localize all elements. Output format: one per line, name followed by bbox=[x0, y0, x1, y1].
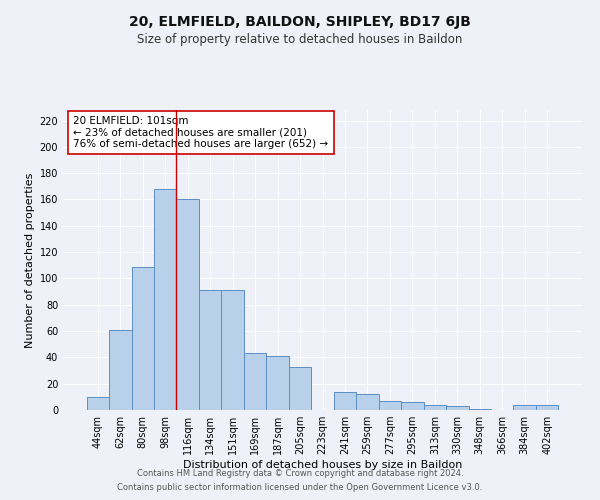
Bar bbox=[536, 404, 559, 410]
Bar bbox=[446, 406, 469, 410]
Bar bbox=[424, 404, 446, 410]
Text: Contains public sector information licensed under the Open Government Licence v3: Contains public sector information licen… bbox=[118, 484, 482, 492]
Bar bbox=[379, 401, 401, 410]
Bar bbox=[154, 189, 176, 410]
Y-axis label: Number of detached properties: Number of detached properties bbox=[25, 172, 35, 348]
Bar bbox=[86, 397, 109, 410]
Bar bbox=[514, 404, 536, 410]
Bar bbox=[131, 266, 154, 410]
Bar bbox=[221, 290, 244, 410]
Bar bbox=[244, 354, 266, 410]
Bar bbox=[334, 392, 356, 410]
Bar bbox=[356, 394, 379, 410]
Text: Contains HM Land Registry data © Crown copyright and database right 2024.: Contains HM Land Registry data © Crown c… bbox=[137, 468, 463, 477]
Text: 20 ELMFIELD: 101sqm
← 23% of detached houses are smaller (201)
76% of semi-detac: 20 ELMFIELD: 101sqm ← 23% of detached ho… bbox=[73, 116, 329, 149]
Text: Size of property relative to detached houses in Baildon: Size of property relative to detached ho… bbox=[137, 32, 463, 46]
Bar bbox=[266, 356, 289, 410]
Bar bbox=[109, 330, 131, 410]
Text: 20, ELMFIELD, BAILDON, SHIPLEY, BD17 6JB: 20, ELMFIELD, BAILDON, SHIPLEY, BD17 6JB bbox=[129, 15, 471, 29]
Bar bbox=[401, 402, 424, 410]
Bar bbox=[199, 290, 221, 410]
Bar bbox=[289, 366, 311, 410]
Bar bbox=[176, 200, 199, 410]
X-axis label: Distribution of detached houses by size in Baildon: Distribution of detached houses by size … bbox=[183, 460, 462, 470]
Bar bbox=[469, 408, 491, 410]
